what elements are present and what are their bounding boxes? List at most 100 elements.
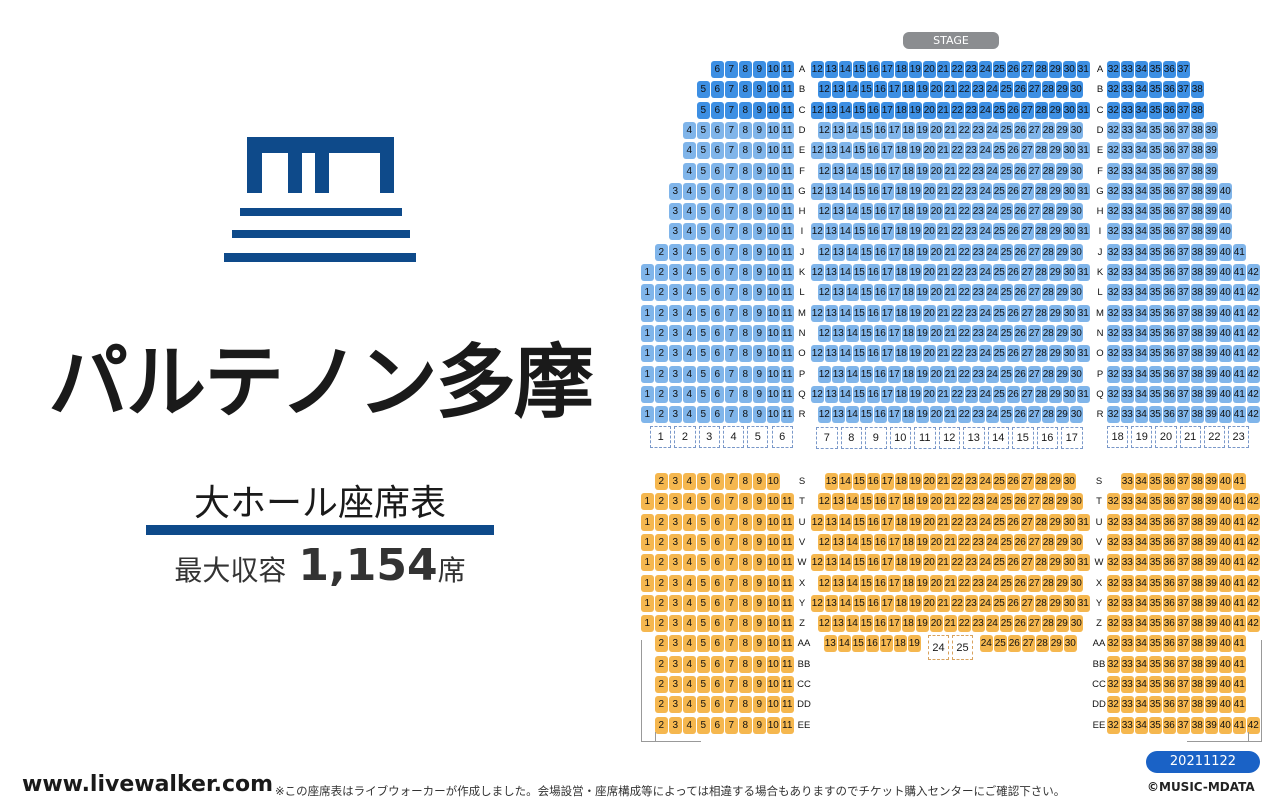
- seat-P-28[interactable]: 28: [1042, 365, 1055, 383]
- seat-R-2[interactable]: 2: [655, 406, 668, 424]
- seat-X-3[interactable]: 3: [669, 574, 682, 592]
- seat-O-42[interactable]: 42: [1247, 345, 1260, 363]
- seat-Q-26[interactable]: 26: [1007, 385, 1020, 403]
- seat-DD-5[interactable]: 5: [697, 696, 710, 714]
- seat-Z-7[interactable]: 7: [725, 615, 738, 633]
- seat-A-36[interactable]: 36: [1163, 61, 1176, 78]
- seat-M-19[interactable]: 19: [909, 304, 922, 322]
- seat-Q-31[interactable]: 31: [1077, 385, 1090, 403]
- seat-U-26[interactable]: 26: [1007, 513, 1020, 531]
- seat-BB-38[interactable]: 38: [1191, 655, 1204, 673]
- seat-U-8[interactable]: 8: [739, 513, 752, 531]
- seat-D-9[interactable]: 9: [753, 121, 766, 139]
- seat-H-26[interactable]: 26: [1014, 203, 1027, 221]
- seat-R-6[interactable]: 6: [711, 406, 724, 424]
- seat-O-31[interactable]: 31: [1077, 345, 1090, 363]
- seat-L-6[interactable]: 6: [711, 284, 724, 302]
- seat-DD-33[interactable]: 33: [1121, 696, 1134, 714]
- seat-K-40[interactable]: 40: [1219, 264, 1232, 281]
- seat-B-13[interactable]: 13: [832, 81, 845, 99]
- seat-H-37[interactable]: 37: [1177, 203, 1190, 221]
- seat-I-6[interactable]: 6: [711, 223, 724, 241]
- seat-K-30[interactable]: 30: [1063, 264, 1076, 281]
- seat-Y-25[interactable]: 25: [993, 594, 1006, 612]
- seat-EE-37[interactable]: 37: [1177, 716, 1190, 734]
- seat-R-18[interactable]: 18: [902, 406, 915, 424]
- seat-AA-39[interactable]: 39: [1205, 635, 1218, 653]
- seat-P-20[interactable]: 20: [930, 365, 943, 383]
- seat-V-25[interactable]: 25: [1000, 533, 1013, 551]
- seat-M-29[interactable]: 29: [1049, 304, 1062, 322]
- seat-S-3[interactable]: 3: [669, 473, 682, 490]
- seat-A-25[interactable]: 25: [993, 61, 1006, 78]
- seat-D-16[interactable]: 16: [874, 121, 887, 139]
- seat-U-37[interactable]: 37: [1177, 513, 1190, 531]
- seat-P-16[interactable]: 16: [874, 365, 887, 383]
- seat-O-4[interactable]: 4: [683, 345, 696, 363]
- seat-S-20[interactable]: 20: [923, 473, 936, 490]
- seat-E-5[interactable]: 5: [697, 142, 710, 160]
- seat-A-17[interactable]: 17: [881, 61, 894, 78]
- seat-P-18[interactable]: 18: [902, 365, 915, 383]
- seat-DD-32[interactable]: 32: [1107, 696, 1120, 714]
- seat-E-20[interactable]: 20: [923, 142, 936, 160]
- seat-R-11[interactable]: 11: [781, 406, 794, 424]
- seat-T-4[interactable]: 4: [683, 493, 696, 511]
- seat-DD-40[interactable]: 40: [1219, 696, 1232, 714]
- seat-Y-5[interactable]: 5: [697, 594, 710, 612]
- seat-E-9[interactable]: 9: [753, 142, 766, 160]
- seat-D-12[interactable]: 12: [818, 121, 831, 139]
- seat-I-24[interactable]: 24: [979, 223, 992, 241]
- seat-Z-39[interactable]: 39: [1205, 615, 1218, 633]
- seat-T-8[interactable]: 8: [739, 493, 752, 511]
- seat-I-5[interactable]: 5: [697, 223, 710, 241]
- seat-R-34[interactable]: 34: [1135, 406, 1148, 424]
- seat-A-34[interactable]: 34: [1135, 61, 1148, 78]
- seat-P-21[interactable]: 21: [944, 365, 957, 383]
- seat-Q-17[interactable]: 17: [881, 385, 894, 403]
- seat-Z-8[interactable]: 8: [739, 615, 752, 633]
- seat-L-21[interactable]: 21: [944, 284, 957, 302]
- seat-Z-29[interactable]: 29: [1056, 615, 1069, 633]
- seat-T-15[interactable]: 15: [860, 493, 873, 511]
- seat-W-40[interactable]: 40: [1219, 554, 1232, 572]
- seat-J-18[interactable]: 18: [902, 243, 915, 261]
- seat-G-5[interactable]: 5: [697, 182, 710, 200]
- seat-F-14[interactable]: 14: [846, 162, 859, 180]
- seat-U-11[interactable]: 11: [781, 513, 794, 531]
- seat-K-15[interactable]: 15: [853, 264, 866, 281]
- seat-X-14[interactable]: 14: [846, 574, 859, 592]
- seat-G-36[interactable]: 36: [1163, 182, 1176, 200]
- seat-U-17[interactable]: 17: [881, 513, 894, 531]
- seat-X-34[interactable]: 34: [1135, 574, 1148, 592]
- seat-O-22[interactable]: 22: [951, 345, 964, 363]
- seat-L-14[interactable]: 14: [846, 284, 859, 302]
- seat-B-25[interactable]: 25: [1000, 81, 1013, 99]
- seat-N-21[interactable]: 21: [944, 324, 957, 342]
- seat-A-15[interactable]: 15: [853, 61, 866, 78]
- seat-Y-40[interactable]: 40: [1219, 594, 1232, 612]
- seat-J-9[interactable]: 9: [753, 243, 766, 261]
- seat-J-37[interactable]: 37: [1177, 243, 1190, 261]
- seat-V-29[interactable]: 29: [1056, 533, 1069, 551]
- seat-X-23[interactable]: 23: [972, 574, 985, 592]
- seat-E-30[interactable]: 30: [1063, 142, 1076, 160]
- seat-Z-37[interactable]: 37: [1177, 615, 1190, 633]
- seat-T-18[interactable]: 18: [902, 493, 915, 511]
- seat-L-41[interactable]: 41: [1233, 284, 1246, 302]
- seat-X-24[interactable]: 24: [986, 574, 999, 592]
- seat-X-28[interactable]: 28: [1042, 574, 1055, 592]
- seat-V-32[interactable]: 32: [1107, 533, 1120, 551]
- seat-AA-37[interactable]: 37: [1177, 635, 1190, 653]
- seat-A-24[interactable]: 24: [979, 61, 992, 78]
- seat-W-10[interactable]: 10: [767, 554, 780, 572]
- seat-V-16[interactable]: 16: [874, 533, 887, 551]
- seat-Q-30[interactable]: 30: [1063, 385, 1076, 403]
- seat-H-7[interactable]: 7: [725, 203, 738, 221]
- seat-W-31[interactable]: 31: [1077, 554, 1090, 572]
- seat-X-38[interactable]: 38: [1191, 574, 1204, 592]
- seat-J-13[interactable]: 13: [832, 243, 845, 261]
- seat-J-8[interactable]: 8: [739, 243, 752, 261]
- seat-AA-19[interactable]: 19: [908, 635, 921, 653]
- seat-O-3[interactable]: 3: [669, 345, 682, 363]
